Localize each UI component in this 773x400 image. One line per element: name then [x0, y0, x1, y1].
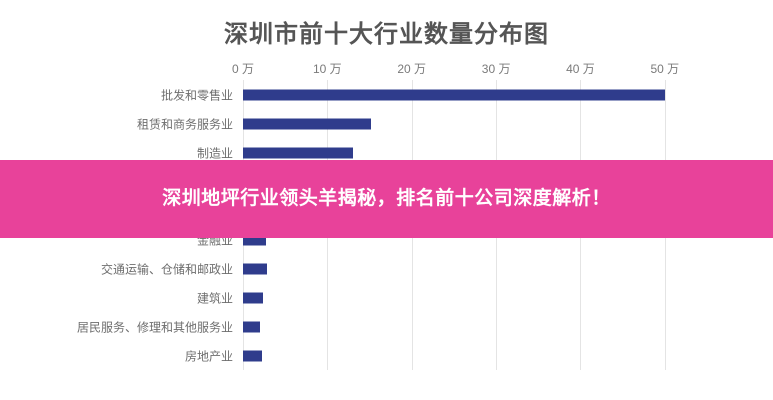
bar	[243, 321, 260, 332]
category-label: 批发和零售业	[160, 88, 233, 102]
bar	[243, 147, 353, 158]
bar-row: 居民服务、修理和其他服务业	[77, 312, 707, 341]
x-tick-label: 50 万	[650, 62, 680, 76]
category-label: 租赁和商务服务业	[136, 117, 233, 131]
x-axis-tick-labels: 0 万 10 万 20 万 30 万 40 万 50 万	[232, 60, 707, 78]
bar-row: 建筑业	[197, 283, 707, 312]
category-label: 制造业	[196, 146, 233, 160]
bar-row: 交通运输、仓储和邮政业	[101, 254, 707, 283]
bar	[243, 350, 263, 361]
bar	[243, 234, 266, 245]
category-label: 建筑业	[196, 291, 233, 305]
bar	[243, 292, 264, 303]
bar	[243, 89, 665, 100]
overlay-banner: 深圳地坪行业领头羊揭秘，排名前十公司深度解析！	[0, 160, 773, 238]
x-tick-label: 10 万	[313, 62, 342, 76]
bar	[243, 118, 372, 129]
category-label: 居民服务、修理和其他服务业	[76, 320, 233, 334]
bar-row: 制造业	[197, 138, 707, 167]
banner-headline: 深圳地坪行业领头羊揭秘，排名前十公司深度解析！	[162, 188, 611, 209]
bar-row: 批发和零售业	[161, 80, 707, 109]
x-tick-label: 20 万	[397, 62, 427, 76]
category-label: 房地产业	[184, 349, 233, 363]
chart-title: 深圳市前十大行业数量分布图	[224, 21, 549, 48]
bar-row: 租赁和商务服务业	[137, 109, 707, 138]
x-tick-label: 0 万	[231, 62, 255, 76]
x-tick-label: 40 万	[566, 62, 595, 76]
x-tick-label: 30 万	[481, 62, 511, 76]
category-label: 交通运输、仓储和邮政业	[100, 262, 233, 276]
bar	[243, 263, 267, 274]
bar-row: 房地产业	[185, 341, 707, 370]
